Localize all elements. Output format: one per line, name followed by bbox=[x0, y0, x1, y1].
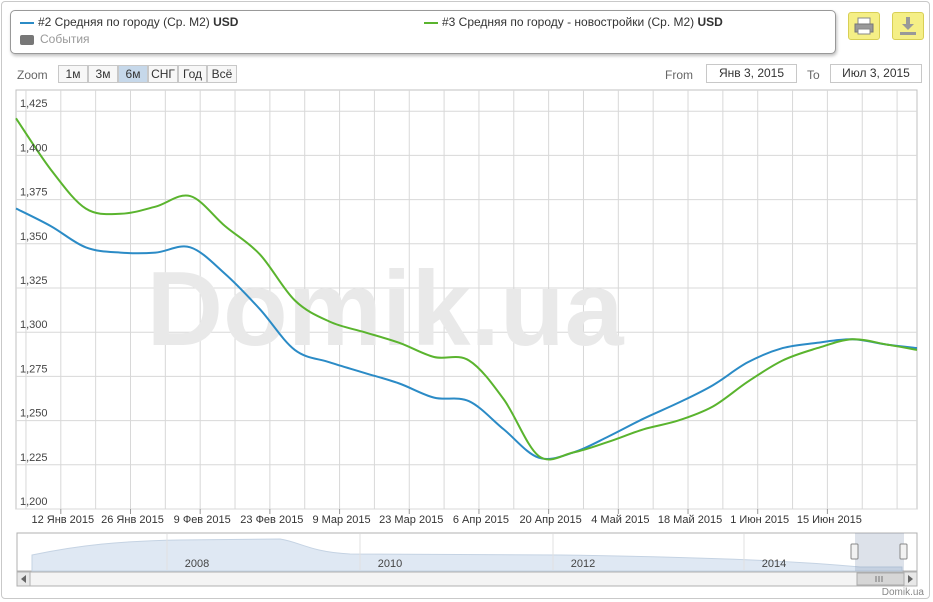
from-label: From bbox=[665, 68, 693, 82]
series1-line-marker bbox=[20, 21, 34, 24]
legend-item-series2[interactable]: #3 Средняя по городу - новостройки (Ср. … bbox=[424, 15, 723, 29]
zoom-button-4[interactable]: Год bbox=[178, 65, 207, 83]
scroll-left-arrow-icon bbox=[21, 575, 26, 583]
navigator-year-label: 2014 bbox=[762, 558, 786, 570]
download-icon bbox=[900, 17, 916, 35]
series2-line-marker bbox=[424, 21, 438, 24]
navigator-year-label: 2012 bbox=[571, 558, 595, 570]
navigator-selection[interactable] bbox=[855, 533, 904, 571]
zoom-button-3[interactable]: СНГ bbox=[148, 65, 178, 83]
printer-icon bbox=[854, 17, 874, 35]
legend-item-series1[interactable]: #2 Средняя по городу (Ср. М2) USD bbox=[20, 15, 238, 29]
zoom-label: Zoom bbox=[17, 68, 48, 82]
scroll-right-arrow-icon bbox=[908, 575, 913, 583]
navigator-right-handle[interactable] bbox=[899, 543, 908, 560]
to-label: To bbox=[807, 68, 820, 82]
navigator-area bbox=[31, 538, 903, 572]
scrollbar-thumb[interactable] bbox=[856, 572, 905, 586]
zoom-button-0[interactable]: 1м bbox=[58, 65, 88, 83]
scrollbar-track[interactable] bbox=[16, 571, 918, 587]
from-date-input[interactable]: Янв 3, 2015 bbox=[706, 64, 797, 83]
legend: #2 Средняя по городу (Ср. М2) USD #3 Сре… bbox=[10, 10, 836, 54]
events-marker bbox=[20, 34, 34, 45]
download-button[interactable] bbox=[892, 12, 924, 40]
navigator-year-label: 2008 bbox=[185, 558, 209, 570]
legend-series2-label: #3 Средняя по городу - новостройки (Ср. … bbox=[442, 15, 695, 29]
zoom-button-5[interactable]: Всё bbox=[207, 65, 237, 83]
zoom-button-2[interactable]: 6м bbox=[118, 65, 148, 83]
scrollbar-grip-icon bbox=[875, 576, 883, 582]
legend-series1-label: #2 Средняя по городу (Ср. М2) bbox=[38, 15, 210, 29]
legend-series2-unit: USD bbox=[697, 15, 723, 29]
navigator-left-handle[interactable] bbox=[850, 543, 859, 560]
zoom-button-1[interactable]: 3м bbox=[88, 65, 118, 83]
credit-link[interactable]: Domik.ua bbox=[882, 587, 925, 598]
navigator-years: 2008 2010 2012 2014 bbox=[166, 534, 786, 570]
print-button[interactable] bbox=[848, 12, 880, 40]
legend-series1-unit: USD bbox=[213, 15, 239, 29]
legend-item-events[interactable]: События bbox=[20, 32, 90, 46]
navigator-year-label: 2010 bbox=[378, 558, 402, 570]
legend-events-label: События bbox=[40, 32, 90, 46]
to-date-input[interactable]: Июл 3, 2015 bbox=[830, 64, 922, 83]
